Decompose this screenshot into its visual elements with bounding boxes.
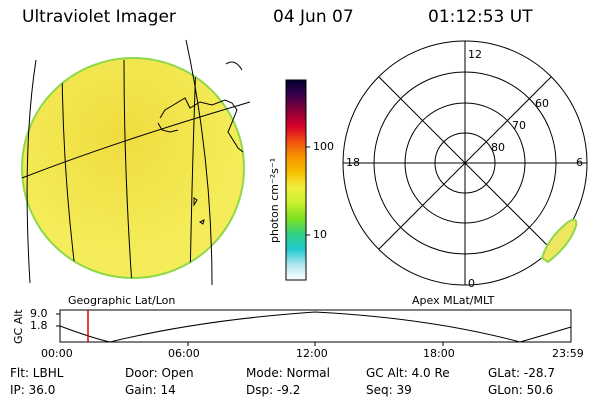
- coastline: [159, 97, 244, 153]
- gc-alt-info: GC Alt: 4.0 Re: [366, 366, 450, 380]
- colorbar: [285, 79, 310, 281]
- colorbar-unit-label: photon cm⁻²s⁻¹: [268, 157, 281, 243]
- apex-panel-label: Apex MLat/MLT: [412, 294, 495, 307]
- observation-time: 01:12:53 UT: [428, 7, 533, 27]
- disk-fill: [21, 57, 245, 279]
- seq-info: Seq: 39: [366, 383, 412, 397]
- altitude-plot: [56, 309, 572, 346]
- earth-image-disk: [21, 39, 251, 286]
- gc-alt-axis-label: GC Alt: [12, 309, 25, 344]
- mlat-label-60: 60: [535, 97, 549, 110]
- gain-info: Gain: 14: [125, 383, 176, 397]
- mlt-label-18: 18: [346, 156, 360, 169]
- colorbar-tick-100: 100: [313, 140, 334, 153]
- dsp-info: Dsp: -9.2: [246, 383, 301, 397]
- glon-info: GLon: 50.6: [488, 383, 554, 397]
- filter-info: Flt: LBHL: [10, 366, 64, 380]
- colorbar-tick-10: 10: [313, 228, 327, 241]
- observation-date: 04 Jun 07: [273, 7, 354, 27]
- altitude-curve: [59, 311, 572, 343]
- coastline: [193, 197, 198, 207]
- x-tick-label: 06:00: [168, 347, 200, 360]
- coastline: [199, 219, 205, 225]
- meridian-line: [123, 59, 133, 278]
- app-title: Ultraviolet Imager: [22, 7, 176, 27]
- altitude-plot-frame: [59, 309, 572, 343]
- mlt-label-0: 0: [468, 277, 475, 290]
- x-tick-label: 12:00: [296, 347, 328, 360]
- polar-diagonal: [378, 76, 552, 250]
- door-info: Door: Open: [125, 366, 194, 380]
- mlt-label-12: 12: [468, 48, 482, 61]
- mlat-label-80: 80: [491, 141, 505, 154]
- y-label-bottom: 1.8: [30, 319, 48, 332]
- y-label-top: 9.0: [30, 307, 48, 320]
- latitude-line: [21, 101, 251, 179]
- polar-mlat-mlt-plot: [342, 40, 588, 286]
- ip-info: IP: 36.0: [10, 383, 56, 397]
- mlat-label-70: 70: [512, 119, 526, 132]
- coastline: [157, 122, 179, 133]
- colorbar-scale: [285, 79, 307, 281]
- mode-info: Mode: Normal: [246, 366, 330, 380]
- outer-grid-line: [26, 59, 37, 284]
- geographic-panel-label: Geographic Lat/Lon: [68, 294, 176, 307]
- outer-grid-line: [225, 61, 243, 71]
- glat-info: GLat: -28.7: [488, 366, 555, 380]
- outer-grid-line: [185, 39, 213, 286]
- meridian-line: [61, 58, 78, 278]
- x-tick-label: 23:59: [552, 347, 584, 360]
- mlt-label-6: 6: [576, 156, 583, 169]
- x-tick-label: 00:00: [41, 347, 73, 360]
- auroral-spot: [540, 218, 578, 264]
- x-tick-label: 18:00: [423, 347, 455, 360]
